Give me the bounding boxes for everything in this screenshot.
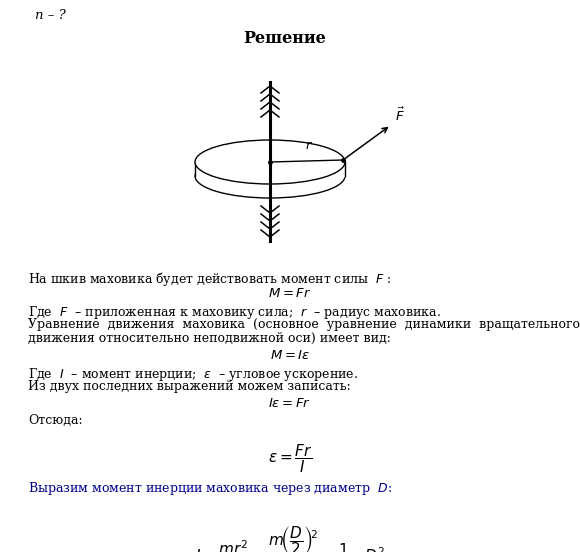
Text: движения относительно неподвижной оси) имеет вид:: движения относительно неподвижной оси) и… <box>28 332 391 345</box>
Text: Где  $I$  – момент инерции;  $\varepsilon$  – угловое ускорение.: Где $I$ – момент инерции; $\varepsilon$ … <box>28 366 358 383</box>
Text: Из двух последних выражений можем записать:: Из двух последних выражений можем записа… <box>28 380 351 393</box>
Text: Где  $F$  – приложенная к маховику сила;  $r$  – радиус маховика.: Где $F$ – приложенная к маховику сила; $… <box>28 304 441 321</box>
Text: $M = Fr$: $M = Fr$ <box>269 287 311 300</box>
Ellipse shape <box>195 140 345 184</box>
Text: $\varepsilon = \dfrac{Fr}{I}$: $\varepsilon = \dfrac{Fr}{I}$ <box>267 442 313 475</box>
Text: n – ?: n – ? <box>35 9 66 22</box>
Text: $r$: $r$ <box>305 139 313 152</box>
Text: Уравнение  движения  маховика  (основное  уравнение  динамики  вращательного: Уравнение движения маховика (основное ур… <box>28 318 580 331</box>
Text: На шкив маховика будет действовать момент силы  $F$ :: На шкив маховика будет действовать момен… <box>28 270 391 288</box>
Text: Отсюда:: Отсюда: <box>28 414 82 427</box>
Text: $\vec{F}$: $\vec{F}$ <box>395 107 405 124</box>
Text: $M = I\varepsilon$: $M = I\varepsilon$ <box>270 349 310 362</box>
Polygon shape <box>195 162 345 176</box>
Text: Выразим момент инерции маховика через диаметр  $D$:: Выразим момент инерции маховика через ди… <box>28 480 392 497</box>
Ellipse shape <box>195 154 345 198</box>
Text: Решение: Решение <box>244 30 327 47</box>
Text: $I = \dfrac{mr^2}{2} = \dfrac{m\!\left(\dfrac{D}{2}\right)^{\!2}}{2} = \dfrac{1}: $I = \dfrac{mr^2}{2} = \dfrac{m\!\left(\… <box>195 524 385 552</box>
Text: $I\varepsilon = Fr$: $I\varepsilon = Fr$ <box>269 397 311 410</box>
